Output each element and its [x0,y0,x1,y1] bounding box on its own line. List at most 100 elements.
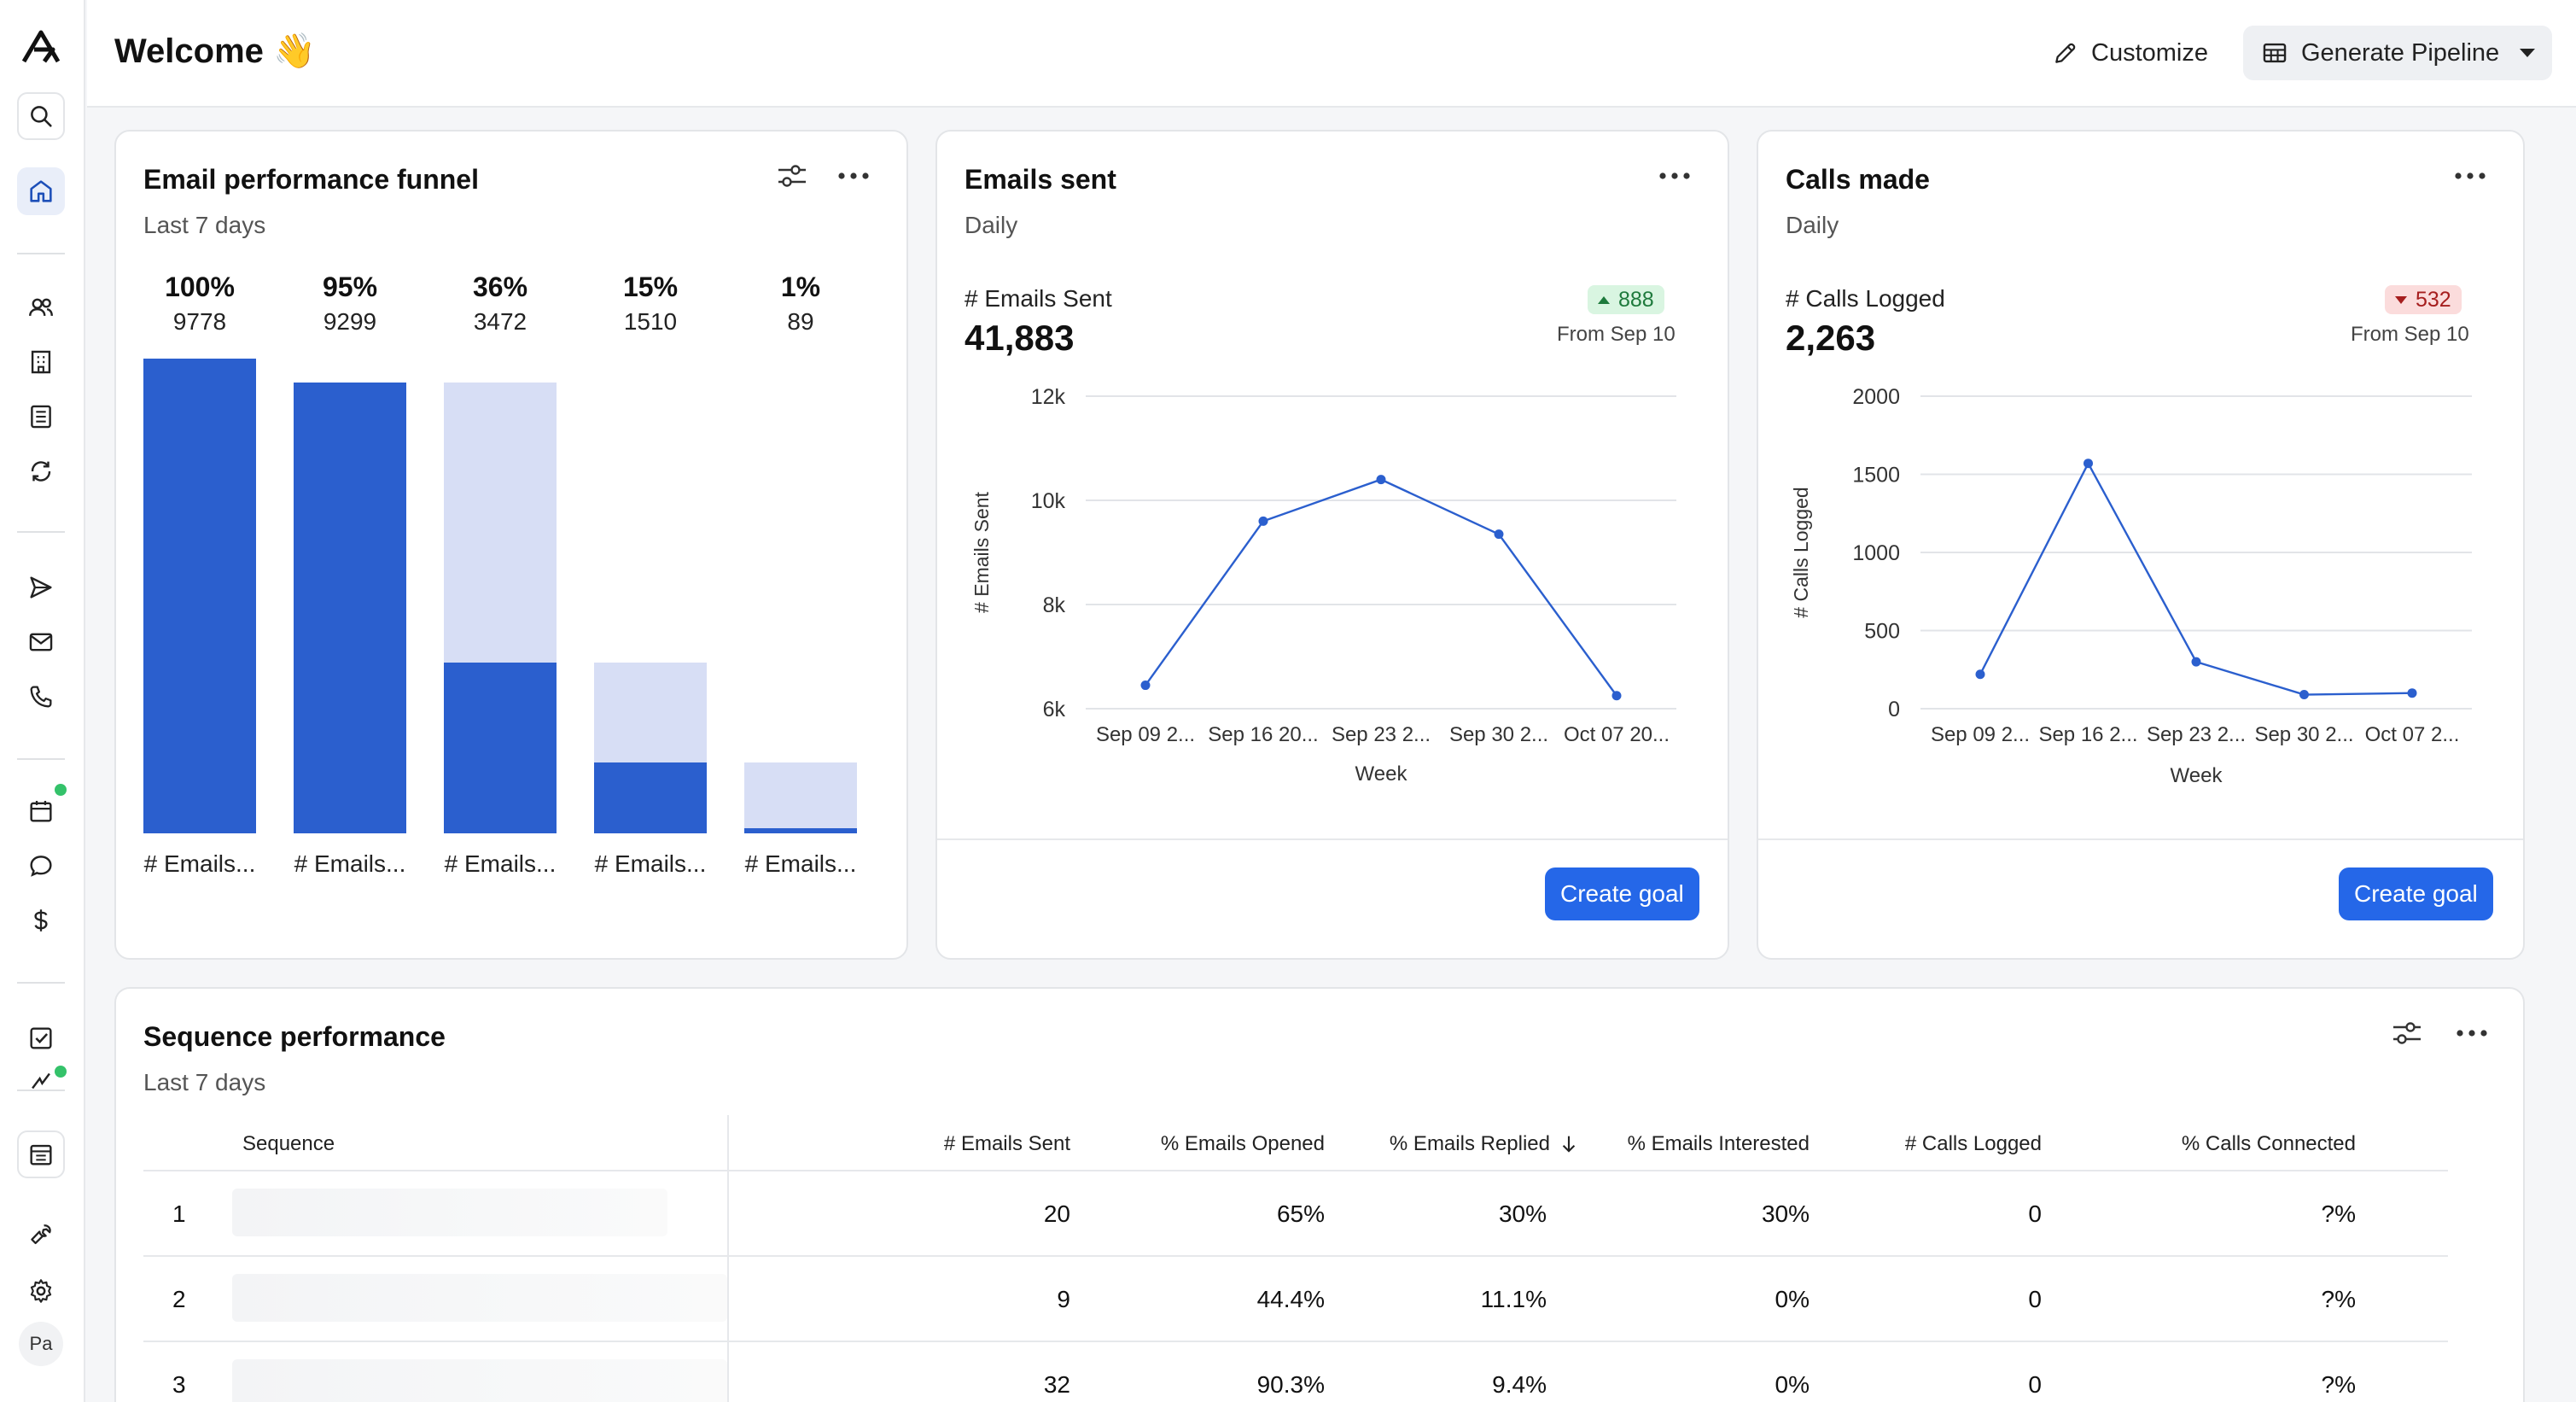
sidebar-item-deals[interactable] [17,897,65,944]
wrench-icon [31,1224,51,1245]
y-tick-label: 8k [1043,593,1066,617]
sidebar-item-conversations[interactable] [17,842,65,890]
column-header-emails-interested[interactable]: % Emails Interested [1627,1132,1810,1155]
calls-made-card: Calls made Daily # Calls Logged 2,263 53… [1757,130,2525,960]
calls-made-chart: 0 500 1000 1500 2000 # Calls Logged Sep 09 2..… [1790,385,2472,787]
y-tick-label: 6k [1043,698,1066,721]
calendar-icon [30,800,52,822]
column-header-calls-connected[interactable]: % Calls Connected [2181,1132,2356,1155]
x-tick-label: Sep 09 2... [1931,723,2030,746]
y-axis-label: # Emails Sent [970,491,993,613]
app-logo-icon[interactable] [19,24,67,72]
from-date: From Sep 10 [1557,323,1676,346]
funnel-bar-converted[interactable] [594,762,707,833]
funnel-bar-converted[interactable] [143,359,256,833]
funnel-bar-converted[interactable] [294,383,406,833]
cell-emails-interested: 0% [1775,1286,1810,1312]
data-point[interactable] [2084,459,2093,469]
column-header-sequence[interactable]: Sequence [242,1132,335,1155]
funnel-stage-footer: # Emails... [594,850,707,878]
funnel-title: Email performance funnel [143,164,479,195]
more-horizontal-icon[interactable] [1658,166,1692,186]
y-tick-label: 2000 [1852,385,1900,409]
sidebar-item-people[interactable] [17,283,65,331]
column-header-emails-opened[interactable]: % Emails Opened [1160,1132,1325,1155]
row-index: 3 [172,1371,186,1398]
gear-icon [30,1279,52,1303]
column-header-label: % Emails Replied [1389,1132,1550,1155]
more-horizontal-icon[interactable] [2453,166,2487,186]
data-point[interactable] [1494,529,1504,540]
column-header-calls-logged[interactable]: # Calls Logged [1904,1132,2042,1155]
column-header-emails-sent[interactable]: # Emails Sent [943,1132,1070,1155]
generate-pipeline-button[interactable]: Generate Pipeline [2243,26,2552,80]
cell-emails-opened: 44.4% [1256,1286,1325,1312]
sidebar-item-sync[interactable] [17,447,65,495]
sort-descending-icon [1562,1136,1576,1153]
stage-percent: 15% [622,272,679,302]
card-divider [937,838,1728,840]
stage-percent: 36% [472,272,528,302]
sidebar-item-meetings[interactable] [17,787,65,835]
dollar-icon [34,909,48,932]
avatar[interactable]: Pa [19,1322,63,1366]
sidebar-item-analytics[interactable] [17,1064,65,1098]
x-tick-label: Sep 23 2... [1332,723,1431,746]
funnel-bar-total[interactable] [744,762,857,833]
table-calendar-icon [30,1144,52,1165]
y-tick-label: 10k [1031,489,1066,513]
more-horizontal-icon[interactable] [2455,1023,2489,1043]
data-point[interactable] [1611,691,1622,701]
sequence-name-placeholder[interactable] [232,1359,727,1402]
notification-dot [55,1066,67,1078]
create-goal-button[interactable]: Create goal [2339,867,2493,920]
sequence-name-placeholder[interactable] [232,1274,727,1322]
stage-label: # Emails... [143,850,256,877]
funnel-stage-header: 36% 3472 [444,272,557,336]
filter-sliders-icon[interactable] [775,161,809,191]
data-point[interactable] [2191,657,2201,667]
data-point[interactable] [1975,669,1985,680]
data-point[interactable] [1258,516,1268,526]
funnel-bar-converted[interactable] [744,828,857,833]
create-goal-button[interactable]: Create goal [1545,867,1699,920]
sidebar-item-lists[interactable] [17,393,65,441]
sidebar-item-tasks[interactable] [17,1014,65,1062]
delta-value: 532 [2416,287,2451,312]
y-tick-label: 0 [1888,698,1900,721]
sidebar-item-settings[interactable] [17,1267,65,1315]
sidebar-item-companies[interactable] [17,338,65,386]
sidebar-item-sequences[interactable] [17,564,65,611]
customize-button[interactable]: Customize [2052,31,2208,75]
data-point[interactable] [1376,475,1386,485]
sequence-name-placeholder[interactable] [232,1189,667,1236]
data-point[interactable] [2299,690,2309,700]
table-icon [2263,43,2287,63]
home-icon [30,180,52,202]
cell-emails-sent: 9 [1057,1286,1070,1312]
data-point[interactable] [2407,688,2417,698]
more-horizontal-icon[interactable] [836,166,871,186]
sidebar-item-tools[interactable] [17,1211,65,1259]
search-button[interactable] [17,92,65,140]
data-point[interactable] [1140,681,1151,691]
stage-label: # Emails... [294,850,406,877]
delta-badge: 532 [2385,285,2462,314]
sync-icon [31,461,51,482]
x-tick-label: Oct 07 20... [1564,723,1670,746]
row-index: 1 [172,1200,186,1227]
column-header-emails-replied[interactable]: % Emails Replied [1390,1132,1581,1156]
stage-label: # Emails... [594,850,707,877]
row-index: 2 [172,1286,186,1312]
funnel-bar-converted[interactable] [444,663,557,833]
metric-label: # Calls Logged [1786,285,1945,312]
cell-calls-logged: 0 [2028,1371,2042,1398]
sidebar-item-calls[interactable] [17,673,65,721]
sidebar-item-emails[interactable] [17,618,65,666]
sidebar-item-reports[interactable] [17,1130,65,1178]
funnel-subtitle: Last 7 days [143,212,266,238]
frozen-column-divider [727,1115,729,1402]
delta-badge: 888 [1588,285,1664,314]
sidebar-item-home[interactable] [17,167,65,215]
filter-sliders-icon[interactable] [2390,1018,2424,1049]
